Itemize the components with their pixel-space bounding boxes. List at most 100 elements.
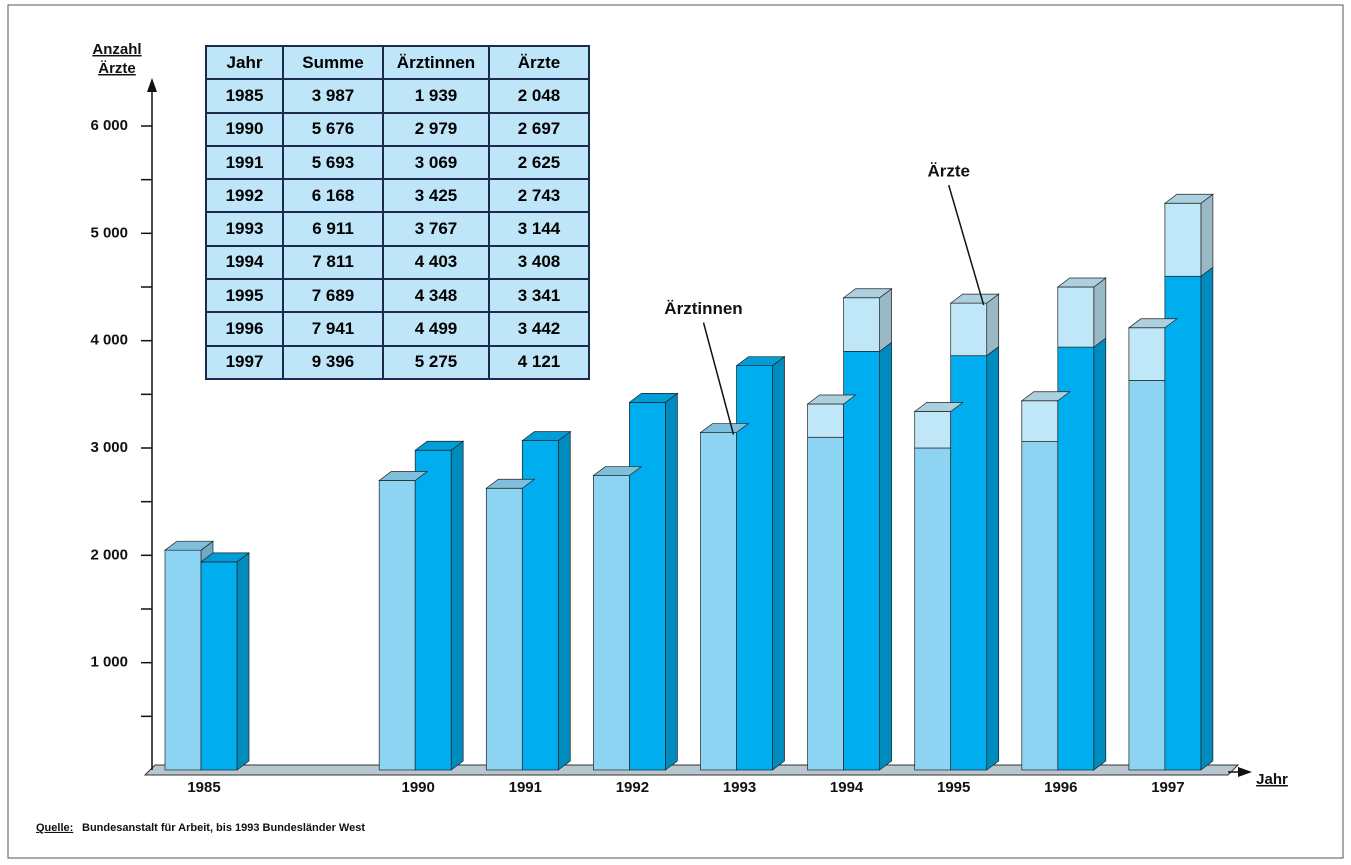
table-cell: Summe [282,44,384,81]
bar-side [879,341,892,771]
table-cell: 4 403 [382,244,490,281]
table-row: 1992 6 168 3 425 2 743 [205,178,590,214]
table-cell: 3 069 [382,144,490,181]
bar [843,297,880,352]
table-cell: 4 121 [488,344,590,380]
table-cell: 9 396 [282,344,384,380]
table-row: 1985 3 987 1 939 2 048 [205,78,590,114]
bar-top [806,394,857,405]
table-cell: 1992 [205,178,284,214]
bar-top [1127,318,1178,329]
bar-top [414,440,465,451]
table-cell: 5 676 [282,111,384,147]
table-row: 1993 6 911 3 767 3 144 [205,211,590,247]
x-tick-label: 1991 [509,779,542,796]
data-table: Jahr Summe Ärztinnen Ärzte 1985 3 987 1 939 2 0… [205,44,590,380]
bar [378,480,416,771]
table-cell: 3 408 [488,244,590,281]
bar [414,449,452,771]
x-label: Jahr [1256,771,1288,788]
bar [593,475,630,771]
x-tick-label: 1997 [1151,779,1184,796]
bar-side [236,552,250,771]
bar [164,549,202,771]
x-tick-label: 1990 [402,779,435,796]
bar [629,402,666,771]
table-cell: 1990 [205,111,284,147]
bar-side [1093,337,1107,771]
table-cell: 4 499 [382,311,490,347]
bar [1128,380,1166,771]
bar-top [521,431,572,441]
frame [7,4,1344,859]
table-cell: 7 941 [282,311,384,347]
table-row: 1994 7 811 4 403 3 408 [205,244,590,281]
table-cell: 1993 [205,211,284,247]
annotation-line [702,322,735,435]
annotation-line [947,184,985,306]
bar [843,351,880,771]
y-tick-label: 1 000 [90,654,128,671]
table-row: 1990 5 676 2 979 2 697 [205,111,590,147]
x-tick-label: 1993 [723,779,756,796]
table-cell: 1994 [205,244,284,281]
bar-top [592,466,643,476]
bar [1164,202,1202,277]
bar-top [842,288,893,299]
table-cell: 2 743 [488,178,590,214]
table-cell: Ärzte [488,44,590,81]
bar-side [557,430,571,771]
bar-side [772,355,785,771]
y-tick-label: 4 000 [90,332,128,349]
bar [914,447,952,771]
bar-top [199,552,251,563]
x-tick-label: 1994 [830,779,864,796]
bar-top [485,478,536,489]
bar [807,403,844,438]
bar [1057,346,1095,771]
bar [1057,286,1095,348]
bar [1128,327,1166,381]
table-cell: 6 168 [282,178,384,214]
table-cell: 2 625 [488,144,590,181]
table-row: 1991 5 693 3 069 2 625 [205,144,590,181]
table-cell: 1991 [205,144,284,181]
bar-side [879,288,892,353]
bar-top [628,393,679,403]
table-cell: Ärztinnen [382,44,490,81]
y-label: Anzahl [92,41,141,58]
bar [950,355,988,771]
bar-top [699,423,750,433]
table-cell: 7 811 [282,244,384,281]
bar-top [735,356,786,367]
source-label: Quelle: [36,822,73,834]
bar [1164,275,1202,771]
bar [700,432,737,771]
bar-top [1020,391,1071,402]
table-cell: 1995 [205,278,284,314]
annotation: Ärztinnen [664,299,742,318]
table-cell: 3 767 [382,211,490,247]
table-cell: 1997 [205,344,284,380]
bar [736,365,773,771]
x-arrow [1238,767,1252,777]
table-cell: 2 979 [382,111,490,147]
x-tick-label: 1985 [187,779,220,796]
bar-side [1200,193,1214,277]
table-cell: 1985 [205,78,284,114]
table-cell: 3 425 [382,178,490,214]
table-cell: 4 348 [382,278,490,314]
annotation: Ärzte [927,162,970,181]
table-cell: Jahr [205,44,284,81]
table-cell: 3 987 [282,78,384,114]
bar [914,411,952,449]
y-label: Ärzte [98,60,136,77]
table-cell: 1996 [205,311,284,347]
y-tick-label: 2 000 [90,546,128,563]
bar-side [986,345,1000,771]
bar [485,487,523,771]
table-row: Jahr Summe Ärztinnen Ärzte [205,44,590,81]
table-cell: 6 911 [282,211,384,247]
y-arrow [147,78,157,92]
